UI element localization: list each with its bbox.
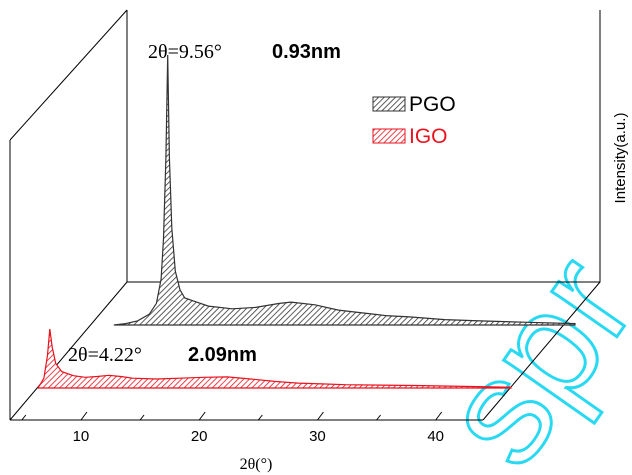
series-igo-area xyxy=(36,328,512,389)
x-minor-tick xyxy=(21,414,27,421)
back-wall xyxy=(126,10,601,283)
legend: PGO IGO xyxy=(372,93,456,148)
x-tick-label-20: 20 xyxy=(191,428,208,445)
x-axis-label: 2θ(°) xyxy=(240,456,273,473)
floor-left-edge xyxy=(9,281,128,421)
x-tick-20 xyxy=(198,411,206,421)
x-minor-tick xyxy=(139,414,145,421)
floor-right-edge xyxy=(482,281,601,421)
legend-swatch-pgo xyxy=(372,96,406,112)
x-tick-30 xyxy=(317,411,324,421)
left-top-edge xyxy=(9,9,128,141)
x-tick-label-10: 10 xyxy=(73,428,90,445)
plot-frame xyxy=(9,9,601,421)
x-tick-label-30: 30 xyxy=(309,428,326,445)
x-minor-tick xyxy=(257,414,263,421)
legend-label-igo: IGO xyxy=(409,125,448,148)
legend-label-pgo: PGO xyxy=(409,93,456,116)
x-tick-label-40: 40 xyxy=(427,428,444,445)
pgo-annotation-spacing: 0.93nm xyxy=(272,41,341,63)
x-tick-10 xyxy=(80,411,88,421)
series-layer xyxy=(36,54,576,389)
legend-swatch-igo xyxy=(372,128,406,144)
igo-annotation-spacing: 2.09nm xyxy=(188,344,257,366)
x-tick-40 xyxy=(435,411,443,421)
y-axis-label: Intensity(a.u.) xyxy=(612,113,629,204)
series-pgo-area xyxy=(113,54,576,326)
igo-annotation-angle: 2θ=4.22° xyxy=(68,344,142,366)
x-minor-tick xyxy=(376,414,381,421)
x-axis-ticks: 10 20 30 40 xyxy=(21,411,444,445)
pgo-annotation-angle: 2θ=9.56° xyxy=(148,41,222,63)
